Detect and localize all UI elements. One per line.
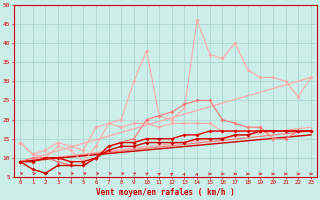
X-axis label: Vent moyen/en rafales ( km/h ): Vent moyen/en rafales ( km/h ) [96, 188, 235, 197]
